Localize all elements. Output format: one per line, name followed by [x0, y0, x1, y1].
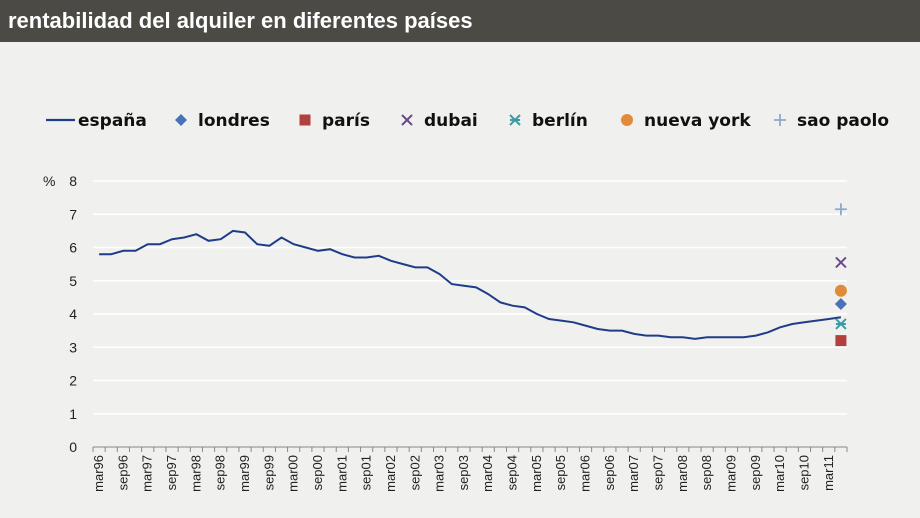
data-point-dubai [835, 256, 847, 269]
legend-label: dubai [424, 111, 478, 131]
series-line-espana [99, 229, 842, 340]
data-point-sao-paolo [834, 203, 847, 216]
x-tick-label: sep07 [651, 455, 666, 490]
x-tick-label: mar06 [578, 455, 593, 492]
legend-item: españa [46, 111, 147, 131]
data-point-berlín [835, 318, 847, 330]
x-tick-label: mar98 [188, 455, 203, 492]
x-tick-label: mar11 [821, 455, 836, 491]
legend-label: nueva york [644, 111, 751, 131]
x-tick-label: sep00 [310, 455, 325, 490]
y-axis: 0 1 2 3 4 5 6 7 8 [69, 173, 77, 455]
x-tick-label: mar97 [140, 455, 155, 492]
legend-swatch [299, 114, 311, 126]
x-tick-label: mar96 [91, 455, 106, 492]
y-axis-label: % [43, 173, 55, 189]
x-tick-label: sep98 [213, 455, 228, 490]
legend-label: berlín [532, 111, 588, 131]
legend-swatch [774, 114, 786, 126]
data-point-parís [835, 335, 847, 347]
y-tick-label: 6 [69, 240, 77, 256]
x-tick-label: sep04 [505, 455, 520, 490]
x-tick-label: sep09 [748, 455, 763, 490]
legend-item: sao paolo [774, 111, 889, 131]
x-tick-label: sep97 [164, 455, 179, 490]
legend-item: londres [175, 111, 270, 131]
y-tick-label: 4 [69, 306, 77, 322]
legend-swatch [621, 114, 633, 126]
legend-item: berlín [509, 111, 588, 131]
x-tick-label: mar99 [237, 455, 252, 492]
x-tick-label: mar03 [432, 455, 447, 492]
x-tick-label: sep08 [699, 455, 714, 490]
chart-title: rentabilidad del alquiler en diferentes … [0, 0, 920, 42]
series-layer [99, 203, 847, 347]
legend-item: nueva york [621, 111, 751, 131]
x-tick-label: mar07 [626, 455, 641, 492]
x-tick-label: sep99 [261, 455, 276, 490]
legend-item: parís [299, 111, 370, 131]
x-tick-label: sep01 [359, 455, 374, 490]
legend-item: dubai [401, 111, 478, 131]
x-tick-label: sep96 [115, 455, 130, 490]
x-axis: mar96 sep96 mar97 sep97 mar98 sep98 mar99 sep99… [91, 446, 848, 492]
y-tick-label: 5 [69, 273, 77, 289]
x-tick-label: sep02 [407, 455, 422, 490]
y-tick-label: 8 [69, 173, 77, 189]
data-point-nueva-york [834, 284, 847, 297]
x-tick-label: mar02 [383, 455, 398, 492]
y-tick-label: 7 [69, 206, 77, 222]
x-tick-label: mar04 [480, 455, 495, 492]
legend-label: españa [78, 111, 147, 131]
y-tick-label: 0 [69, 439, 77, 455]
legend-label: londres [198, 111, 270, 131]
y-tick-label: 3 [69, 339, 77, 355]
legend-swatch [175, 114, 187, 126]
legend: españa londres parís dubai berlín nueva york s… [46, 111, 889, 131]
legend-swatch [401, 114, 413, 126]
x-tick-label: sep05 [553, 455, 568, 490]
grid-lines [93, 180, 847, 415]
y-tick-label: 2 [69, 373, 77, 389]
data-point-londres [834, 298, 847, 311]
y-tick-label: 1 [69, 406, 77, 422]
x-tick-label: sep03 [456, 455, 471, 490]
x-tick-label: mar10 [772, 455, 787, 492]
legend-label: parís [322, 111, 370, 131]
x-tick-label: sep06 [602, 455, 617, 490]
x-tick-label: sep10 [796, 455, 811, 490]
legend-swatch [509, 114, 521, 126]
x-tick-label: mar09 [723, 455, 738, 492]
x-tick-label: mar00 [286, 455, 301, 492]
x-tick-label: mar05 [529, 455, 544, 492]
legend-label: sao paolo [797, 111, 889, 131]
x-tick-label: mar08 [675, 455, 690, 492]
x-tick-label: mar01 [334, 455, 349, 492]
